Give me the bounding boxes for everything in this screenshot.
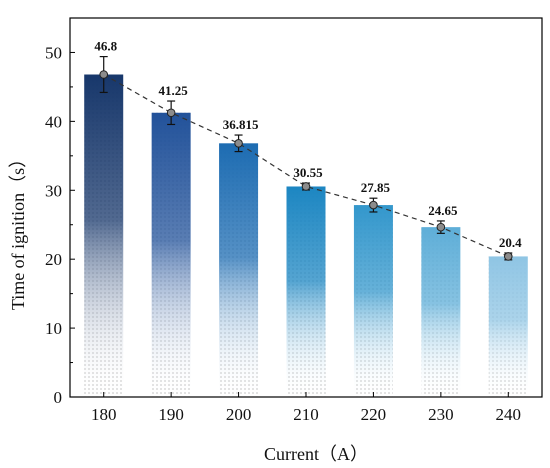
y-axis-title: Time of ignition（s）: [8, 150, 28, 310]
data-point: [301, 182, 311, 191]
y-tick-label: 30: [45, 181, 62, 200]
bar: [84, 74, 124, 397]
x-axis-title: Current（A）: [264, 444, 368, 464]
x-tick-label: 210: [293, 405, 319, 424]
y-tick-label: 50: [45, 43, 62, 62]
bar: [151, 112, 191, 397]
bar: [421, 227, 461, 397]
data-point: [234, 139, 243, 148]
data-label: 27.85: [361, 180, 391, 195]
x-tick-label: 190: [158, 405, 184, 424]
data-point: [99, 70, 109, 79]
axes-layer: 0 10 20 30 40 50 180 190 200 210 220 230 240: [45, 17, 543, 424]
bars-layer: [84, 74, 528, 397]
data-point: [369, 200, 378, 210]
y-tick-label: 10: [45, 319, 62, 338]
x-tick-label: 240: [496, 405, 522, 424]
x-tick-label: 230: [428, 405, 454, 424]
bar: [286, 186, 326, 397]
data-label: 36.815: [223, 117, 259, 132]
data-point: [166, 108, 176, 118]
x-tick-label: 200: [226, 405, 252, 424]
data-labels-layer: 46.8 41.25 36.815 30.55 27.85 24.65 20.4: [94, 39, 522, 250]
data-label: 30.55: [293, 165, 323, 180]
bar: [219, 143, 259, 397]
y-tick-label: 40: [45, 112, 62, 131]
y-tick-label: 20: [45, 250, 62, 269]
data-point: [436, 222, 446, 232]
bar: [353, 205, 393, 397]
data-label: 24.65: [428, 203, 458, 218]
x-tick-label: 220: [361, 405, 387, 424]
bar: [488, 256, 528, 397]
x-tick-label: 180: [91, 405, 117, 424]
data-label: 46.8: [94, 39, 117, 54]
data-label: 41.25: [159, 83, 189, 98]
data-label: 20.4: [499, 235, 522, 250]
data-point: [503, 252, 513, 261]
y-tick-label: 0: [54, 388, 63, 407]
error-bars-layer: [99, 55, 513, 261]
